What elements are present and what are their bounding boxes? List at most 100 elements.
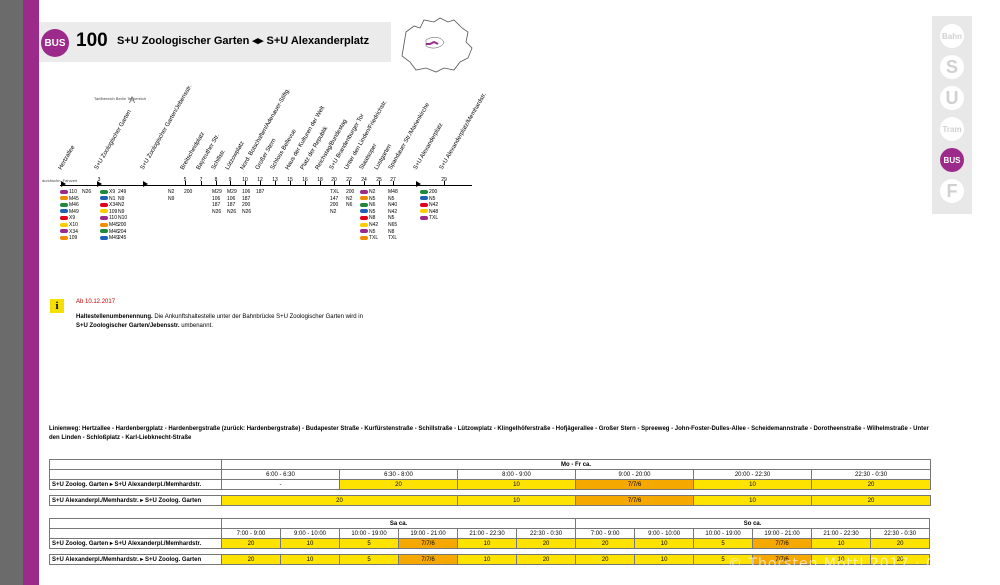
line-chip <box>60 222 68 227</box>
period-header: 21:00 - 22:30 <box>811 528 872 539</box>
connection-label: X10 <box>69 221 78 228</box>
bus-badge: BUS <box>41 29 69 57</box>
connection-list: TXL 147 200 N2 <box>330 189 339 215</box>
stop-tick <box>260 181 261 186</box>
frequency-cell: 10 <box>634 538 695 549</box>
row-label: S+U Alexanderpl./Memhardstr. ▸ S+U Zoolo… <box>49 495 222 506</box>
connection-line: 187 <box>242 196 251 203</box>
stop-tick <box>364 181 365 186</box>
connection-list: 200 N2 N6 <box>346 189 354 209</box>
connection-label: 187 <box>256 189 265 195</box>
connection-list: X9 N1 X34 109 110 M45 M46 M49 <box>100 189 119 242</box>
connection-line: 200 <box>242 202 251 209</box>
connection-label: M45 <box>69 195 79 202</box>
stop-number: 10 <box>242 177 248 183</box>
stop-tick <box>275 181 276 186</box>
line-chip <box>60 189 68 194</box>
line-chip <box>360 229 368 234</box>
connection-line: N6 <box>346 202 354 209</box>
period-header: 6:00 - 6:30 <box>221 469 340 480</box>
connection-list: 106 187 200 N26 <box>242 189 251 215</box>
connection-line: 106 <box>212 196 222 203</box>
line-chip <box>100 209 108 214</box>
period-header: 19:00 - 21:00 <box>398 528 458 539</box>
connection-label: N26 <box>82 189 92 195</box>
line-chip <box>100 202 108 207</box>
connection-line: N5 <box>388 215 398 222</box>
connection-list: N2 N9 <box>168 189 174 202</box>
connection-label: 110 <box>69 189 77 195</box>
weekday-frequency-table: Mo - Fr ca. 6:00 - 6:30 6:30 - 8:00 8:00 - … <box>49 459 932 506</box>
connection-label: 106 <box>212 195 221 202</box>
connection-line: N6 <box>360 202 378 209</box>
connection-line: N9 <box>168 196 174 203</box>
frequency-cell: 10 <box>634 554 695 565</box>
row-label: S+U Zoolog. Garten ▸ S+U Alexanderpl./Me… <box>49 479 222 490</box>
connection-list: 200 N5 N42 N48 TXL <box>420 189 438 222</box>
line-chip <box>100 216 108 221</box>
connection-label: 200 <box>118 221 127 228</box>
connection-line: N26 <box>212 209 222 216</box>
connection-list: N26 <box>82 189 91 196</box>
connection-line: 245 <box>118 235 127 242</box>
connection-line: 200 <box>118 222 127 229</box>
connection-line: N8 <box>388 229 398 236</box>
stop-tick <box>216 181 217 186</box>
connection-list: M29 106 187 N26 <box>212 189 222 215</box>
connection-line: M45 <box>60 196 79 203</box>
line-chip <box>360 189 368 194</box>
stop-number: 16 <box>302 177 308 183</box>
line-chip <box>360 209 368 214</box>
frequency-cell: 20 <box>339 479 458 490</box>
connection-line: X34 <box>100 202 119 209</box>
frequency-cell: 20 <box>810 479 932 490</box>
frequency-cell: 5 <box>339 538 399 549</box>
connection-line: TXL <box>388 235 398 242</box>
tariff-zone: A <box>129 95 136 105</box>
connection-line: 106 <box>242 189 251 196</box>
connection-line: 110 <box>60 189 79 196</box>
connection-line: 109 <box>100 209 119 216</box>
stop-number: 25 <box>376 177 382 183</box>
stop-number: 7 <box>199 177 203 183</box>
connection-label: 187 <box>227 202 236 209</box>
connection-label: X34 <box>109 202 118 209</box>
frequency-cell: 10 <box>457 538 517 549</box>
line-chip <box>60 196 68 201</box>
mode-bus-icon: BUS <box>940 148 964 172</box>
connection-line: M46 <box>60 202 79 209</box>
mode-u-icon: U <box>940 86 964 110</box>
connection-label: N8 <box>388 228 395 235</box>
line-chip <box>360 235 368 240</box>
stop-tick <box>393 181 394 186</box>
connection-line: N42 <box>388 209 398 216</box>
frequency-cell: 5 <box>339 554 399 565</box>
stop-tick <box>444 181 445 186</box>
info-body: Die Ankunftshaltestelle unter der Bahnbr… <box>152 314 363 320</box>
period-header: 9:00 - 10:00 <box>280 528 340 539</box>
mode-f-icon: F <box>940 179 964 203</box>
frequency-cell: 10 <box>811 538 872 549</box>
connection-label: N2 <box>330 208 337 215</box>
connection-line: 106 <box>227 196 237 203</box>
period-header: 19:00 - 21:00 <box>752 528 813 539</box>
connection-line: N2 <box>346 196 354 203</box>
stop-tick <box>185 181 186 186</box>
connection-label: N5 <box>369 208 376 215</box>
connection-line: 187 <box>256 189 264 196</box>
period-header: 22:30 - 0:30 <box>515 528 577 539</box>
tariff-zone-label: Tarifbereich Berlin Teilbereich <box>94 96 147 101</box>
connection-label: X34 <box>69 228 78 235</box>
stop-tick <box>201 181 202 186</box>
connection-line: TXL <box>360 235 378 242</box>
connection-label: N6 <box>346 202 353 209</box>
stop-tick <box>230 181 231 186</box>
connection-line: N5 <box>360 229 378 236</box>
connection-line: N26 <box>82 189 91 196</box>
stop-number: 5 <box>183 177 187 183</box>
connection-line: N5 <box>388 196 398 203</box>
connection-line: 200 <box>184 189 192 196</box>
stop-tick <box>349 181 350 186</box>
day-header: Mo - Fr ca. <box>220 459 932 470</box>
connection-line: X34 <box>60 229 79 236</box>
